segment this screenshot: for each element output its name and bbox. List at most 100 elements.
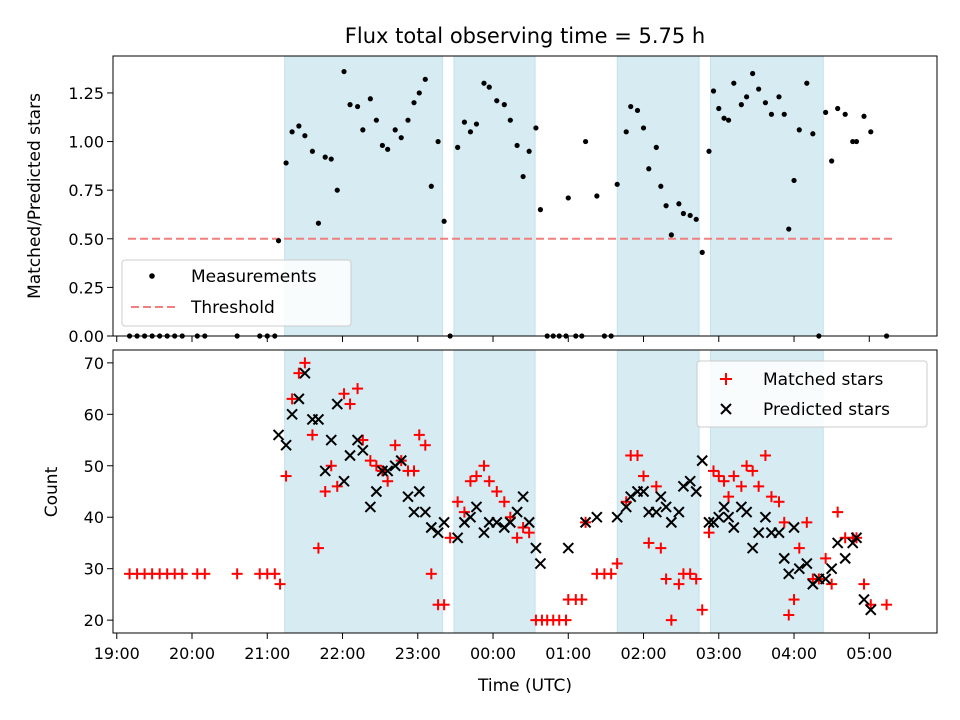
predicted-point <box>470 501 483 513</box>
legend-label-threshold: Threshold <box>190 298 275 318</box>
measurement-point <box>676 201 682 207</box>
predicted-point <box>325 434 337 446</box>
bottom-ylabel: Count <box>42 466 62 517</box>
measurement-point <box>367 96 373 102</box>
measurement-point <box>653 144 659 150</box>
measurement-point <box>693 216 699 222</box>
predicted-point <box>665 516 678 529</box>
matched-point <box>299 357 311 369</box>
predicted-point <box>783 568 795 580</box>
measurement-point <box>283 160 289 166</box>
measurement-point <box>687 212 693 219</box>
predicted-point <box>611 511 623 523</box>
matched-point <box>425 568 437 580</box>
predicted-point <box>655 490 667 503</box>
legend-marker-matched <box>720 373 732 385</box>
matched-point <box>747 465 759 477</box>
predicted-point <box>703 516 715 529</box>
predicted-point <box>419 506 431 518</box>
y-tick-label: 30 <box>84 560 104 579</box>
measurement-point <box>405 117 411 123</box>
measurement-point <box>520 173 526 180</box>
y-tick-label: 1.25 <box>68 84 104 103</box>
matched-point <box>338 388 350 400</box>
matched-point <box>684 568 696 580</box>
matched-point <box>788 594 800 606</box>
measurement-point <box>646 166 652 172</box>
x-tick-label: 05:00 <box>846 644 892 663</box>
predicted-point <box>713 511 725 523</box>
predicted-point <box>718 501 730 513</box>
chart-title: Flux total observing time = 5.75 h <box>345 24 705 48</box>
measurement-point <box>428 183 434 189</box>
matched-point <box>778 516 790 528</box>
matched-point <box>286 393 298 405</box>
measurement-point <box>435 138 441 145</box>
matched-point <box>690 573 702 585</box>
y-tick-label: 40 <box>84 508 104 527</box>
legend-label-predicted: Predicted stars <box>763 400 890 420</box>
matched-point <box>176 568 188 580</box>
measurement-point <box>334 187 340 193</box>
measurement-point <box>494 98 500 104</box>
x-tick-label: 04:00 <box>771 644 817 663</box>
predicted-point <box>831 537 844 549</box>
matched-point <box>728 470 740 482</box>
matched-point <box>293 367 305 379</box>
predicted-point <box>364 501 377 513</box>
x-tick-label: 23:00 <box>395 644 441 663</box>
matched-point <box>491 486 503 497</box>
predicted-point <box>673 506 685 518</box>
matched-point <box>773 496 785 508</box>
measurement-point <box>501 102 507 108</box>
y-tick-label: 0.00 <box>68 327 104 346</box>
measurement-point <box>473 121 480 127</box>
measurement-point <box>486 84 492 90</box>
matched-point <box>735 480 747 492</box>
predicted-point <box>819 573 832 585</box>
measurement-point <box>791 177 797 184</box>
predicted-point <box>425 521 438 534</box>
measurement-point <box>835 105 841 112</box>
predicted-point <box>825 562 838 575</box>
predicted-point <box>591 511 603 523</box>
matched-point <box>765 491 777 503</box>
measurement-point <box>341 68 347 75</box>
ratio-panel: 0.00 0.25 0.50 0.75 1.00 1.25 Flux total obse… <box>25 24 938 346</box>
measurement-point <box>738 102 744 108</box>
measurement-point <box>628 103 634 110</box>
measurement-point <box>810 131 816 137</box>
measurement-point <box>514 142 520 149</box>
matched-point <box>832 506 844 518</box>
measurement-point <box>725 117 732 123</box>
matched-point <box>199 568 211 580</box>
measurement-point <box>533 125 539 131</box>
predicted-point <box>801 557 813 570</box>
matched-point <box>759 449 771 461</box>
matched-point <box>793 542 805 554</box>
shaded-interval <box>616 55 700 337</box>
matched-point <box>638 470 650 482</box>
measurement-point <box>750 70 756 77</box>
predicted-point <box>839 552 851 565</box>
measurement-point <box>354 103 361 110</box>
measurement-point <box>721 115 727 121</box>
matched-point <box>605 568 617 580</box>
predicted-point <box>451 532 464 544</box>
matched-point <box>419 439 431 451</box>
matched-point <box>881 599 893 611</box>
predicted-point <box>534 557 547 570</box>
y-tick-label: 0.75 <box>68 181 104 200</box>
measurement-point <box>565 195 571 201</box>
predicted-point <box>319 465 331 477</box>
measurement-point <box>861 113 867 119</box>
matched-point <box>611 558 623 570</box>
legend-marker-predicted <box>720 403 732 415</box>
predicted-point <box>293 393 305 405</box>
predicted-point <box>338 475 350 487</box>
measurement-point <box>842 111 848 117</box>
measurement-point <box>322 154 328 160</box>
matched-point <box>703 527 715 539</box>
measurement-point <box>275 238 282 244</box>
predicted-point <box>530 542 542 554</box>
